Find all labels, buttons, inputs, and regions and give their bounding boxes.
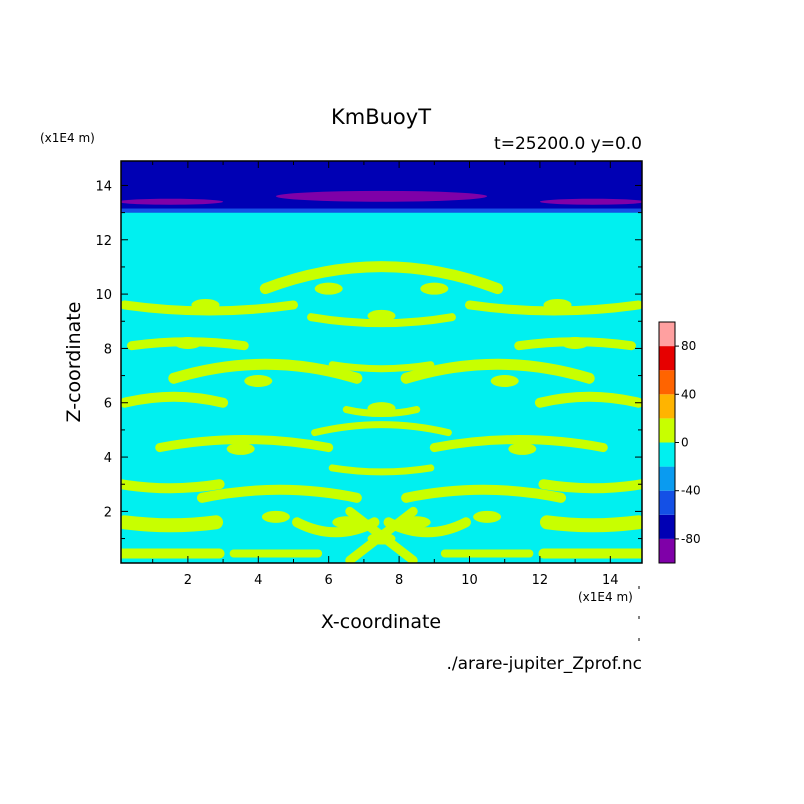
field-background: [121, 161, 642, 563]
upper-band-core: [121, 198, 224, 205]
positive-region: [429, 435, 608, 453]
positive-region: [402, 516, 431, 529]
positive-region: [168, 358, 363, 384]
y-axis-title: Z-coordinate: [63, 302, 85, 423]
y-tick-label: 8: [104, 342, 112, 357]
y-tick-label: 2: [104, 505, 112, 520]
positive-region: [328, 361, 435, 373]
positive-region: [534, 391, 642, 408]
positive-region: [244, 375, 273, 388]
x-tick-label: 14: [602, 573, 619, 588]
plot-frame: [120, 160, 643, 564]
positive-region: [261, 510, 290, 523]
colorbar-tick-label: 40: [681, 387, 696, 401]
x-axis-title: X-coordinate: [321, 611, 441, 633]
positive-region: [259, 261, 504, 295]
colorbar-tick-label: -80: [681, 532, 701, 546]
colorbar-tick-label: 80: [681, 339, 696, 353]
positive-region: [196, 484, 362, 503]
colorbar: 80 40 0 -40 -80: [658, 321, 701, 564]
positive-region: [121, 479, 225, 494]
positive-region: [314, 282, 343, 295]
colorbar-swatch: [659, 322, 675, 347]
chart-subtitle: t=25200.0 y=0.0: [494, 134, 642, 154]
colorbar-swatch: [659, 370, 675, 395]
colorbar-tick-label: -40: [681, 484, 701, 498]
positive-region: [400, 358, 595, 384]
positive-region: [473, 510, 502, 523]
positive-region: [420, 282, 449, 295]
y-unit-label: (x1E4 m): [40, 131, 95, 145]
x-unit-label: (x1E4 m): [578, 590, 633, 604]
positive-region: [307, 313, 456, 328]
positive-region: [121, 300, 298, 316]
positive-region: [538, 479, 642, 494]
y-tick-label: 4: [104, 451, 112, 466]
upper-band-edge: [121, 208, 642, 213]
positive-region: [191, 298, 220, 311]
positive-region: [328, 464, 435, 476]
plot-area: [120, 160, 643, 564]
positive-region: [173, 336, 202, 349]
colorbar-swatch: [659, 514, 675, 539]
colorbar-swatch: [659, 418, 675, 443]
colorbar-swatch: [659, 442, 675, 467]
colorbar-swatch: [659, 538, 675, 563]
x-tick-label: 2: [184, 573, 192, 588]
colorbar-swatch: [659, 466, 675, 491]
positive-region: [367, 309, 396, 322]
positive-region: [311, 421, 452, 437]
x-axis: 2 4 6 8 10 12 14: [152, 161, 619, 588]
x-tick-label: 12: [532, 573, 549, 588]
positive-region: [578, 518, 607, 531]
y-axis: 2 4 6 8 10 12 14: [95, 179, 642, 540]
positive-region: [508, 442, 537, 455]
x-tick-label: 6: [325, 573, 333, 588]
positive-region: [332, 516, 361, 529]
source-file-label: ./arare-jupiter_Zprof.nc: [446, 654, 642, 674]
positive-region: [155, 435, 334, 453]
upper-band: [121, 161, 642, 213]
positive-region: [156, 518, 185, 531]
positive-region: [543, 298, 572, 311]
chart-title: KmBuoyT: [331, 105, 431, 129]
positive-region: [367, 532, 396, 545]
upper-band-core: [275, 190, 488, 202]
positive-region: [561, 336, 590, 349]
y-tick-label: 14: [95, 179, 112, 194]
colorbar-tick-label: 0: [681, 436, 689, 450]
positive-region: [367, 402, 396, 415]
x-tick-label: 10: [461, 573, 478, 588]
upper-band-core: [539, 198, 642, 205]
positive-region: [121, 391, 229, 408]
positive-region: [465, 300, 642, 316]
colorbar-swatch: [659, 346, 675, 371]
positive-region: [401, 484, 567, 503]
positive-region: [226, 442, 255, 455]
y-tick-label: 12: [95, 234, 112, 249]
colorbar-swatch: [659, 394, 675, 419]
colorbar-swatch: [659, 490, 675, 515]
x-tick-label: 4: [254, 573, 262, 588]
positive-region: [490, 375, 519, 388]
y-tick-label: 10: [95, 288, 112, 303]
y-tick-label: 6: [104, 397, 112, 412]
x-tick-label: 8: [395, 573, 403, 588]
